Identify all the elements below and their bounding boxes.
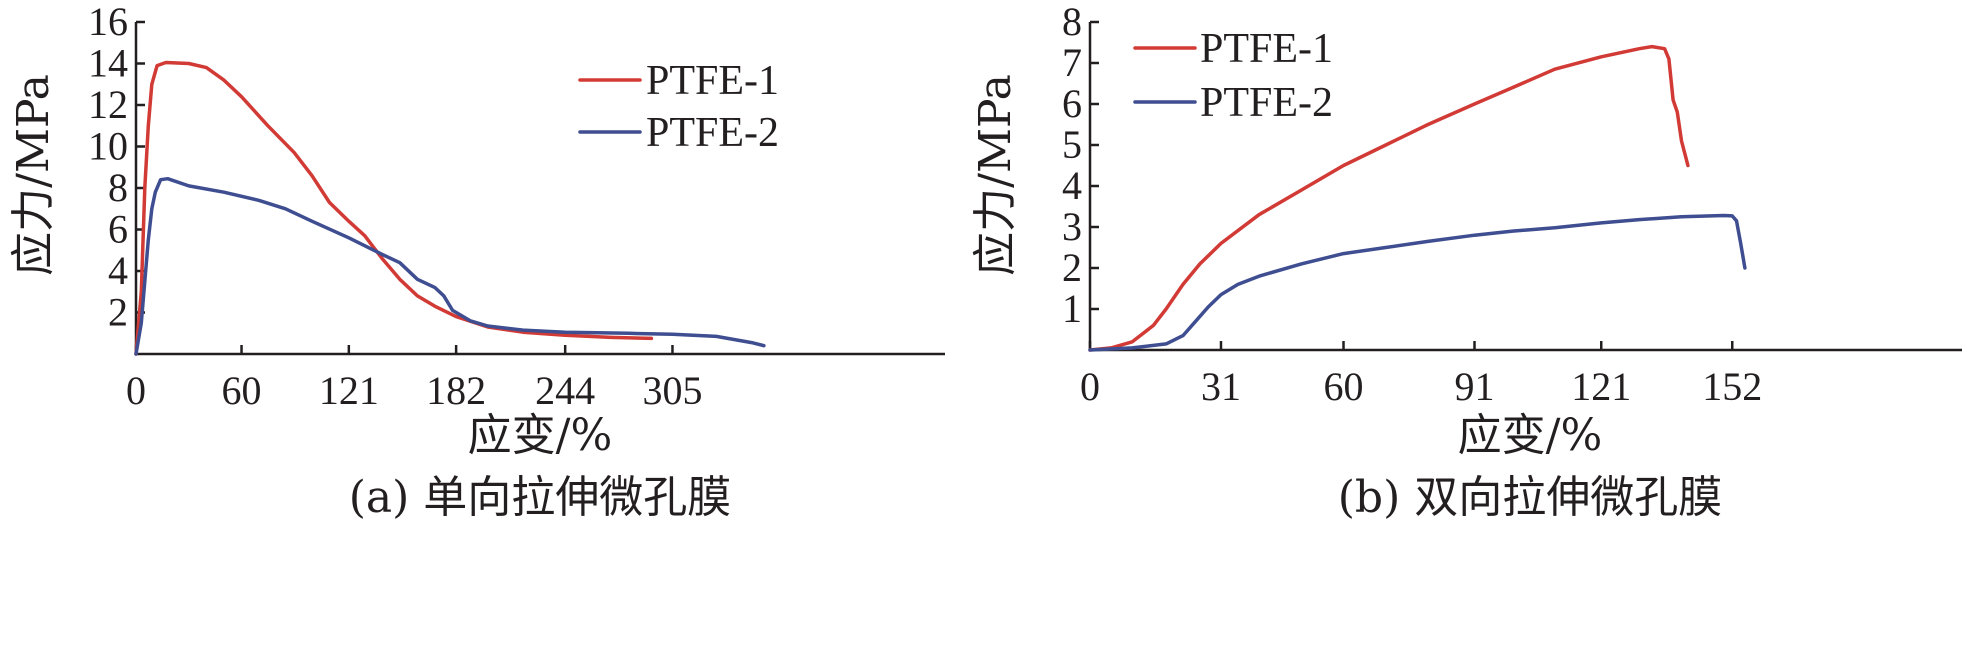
panel-a-y-tick-label: 16: [88, 0, 128, 44]
panel-b-x-ticks: 0 31 60 91 121 152: [1080, 341, 1762, 409]
panel-b-y-tick-label: 1: [1062, 286, 1082, 331]
panel-a-x-ticks: 0 60 121 182 244 305: [126, 345, 702, 413]
panel-a-x-tick-label: 0: [126, 368, 146, 413]
panel-a-series-ptfe-2: [134, 176, 766, 356]
panel-a-y-tick-label: 2: [108, 290, 128, 335]
panel-a-y-axis-label: 应力/MPa: [8, 74, 59, 276]
panel-b-y-tick-label: 6: [1062, 81, 1082, 126]
panel-b-y-tick-label: 4: [1062, 163, 1082, 208]
panel-b-y-tick-label: 3: [1062, 204, 1082, 249]
panel-a-legend-label-ptfe-2: PTFE-2: [646, 110, 779, 156]
panel-a-x-tick-label: 182: [426, 368, 486, 413]
panel-b-legend: PTFE-1 PTFE-2: [1133, 26, 1333, 126]
panel-a-series-ptfe-1: [134, 60, 654, 356]
panel-b-x-tick-label: 0: [1080, 364, 1100, 409]
panel-b-x-tick-label: 31: [1201, 364, 1241, 409]
panel-b-y-tick-label: 8: [1062, 0, 1082, 44]
panel-b-x-axis-label: 应变/%: [1458, 410, 1603, 461]
panel-a-y-tick-label: 6: [108, 207, 128, 252]
panel-b-caption: (b) 双向拉伸微孔膜: [1338, 472, 1722, 523]
panel-a-x-axis-label: 应变/%: [468, 410, 613, 461]
panel-b-y-tick-label: 2: [1062, 245, 1082, 290]
panel-a-x-tick-label: 121: [319, 368, 379, 413]
panel-b-x-tick-label: 121: [1571, 364, 1631, 409]
panel-b-legend-label-ptfe-1: PTFE-1: [1200, 26, 1333, 72]
panel-a-axes: [134, 22, 945, 356]
panel-b-series-ptfe-2: [1088, 213, 1747, 352]
panel-b-legend-label-ptfe-2: PTFE-2: [1200, 80, 1333, 126]
panel-a-y-tick-label: 14: [88, 41, 128, 86]
panel-a-x-tick-label: 60: [222, 368, 262, 413]
panel-b-y-axis-label: 应力/MPa: [970, 74, 1021, 276]
panel-a-y-tick-label: 10: [88, 124, 128, 169]
panel-b-x-tick-label: 152: [1702, 364, 1762, 409]
panel-a-legend: PTFE-1 PTFE-2: [578, 58, 779, 156]
panel-a-y-tick-label: 8: [108, 165, 128, 210]
panel-a-legend-label-ptfe-1: PTFE-1: [646, 58, 779, 104]
panel-b-y-tick-label: 7: [1062, 40, 1082, 85]
panel-a-y-tick-label: 4: [108, 248, 128, 293]
panel-a-x-tick-label: 244: [535, 368, 595, 413]
panel-b-x-tick-label: 60: [1324, 364, 1364, 409]
panel-a-x-tick-label: 305: [642, 368, 702, 413]
panel-b-series: [1088, 44, 1747, 352]
panel-a-series: [134, 60, 766, 356]
panel-b-y-tick-label: 5: [1062, 122, 1082, 167]
panel-a-y-tick-label: 12: [88, 82, 128, 127]
panel-a-caption: (a) 单向拉伸微孔膜: [349, 472, 732, 523]
panel-b-x-tick-label: 91: [1455, 364, 1495, 409]
panel-b-series-ptfe-1: [1088, 44, 1690, 352]
